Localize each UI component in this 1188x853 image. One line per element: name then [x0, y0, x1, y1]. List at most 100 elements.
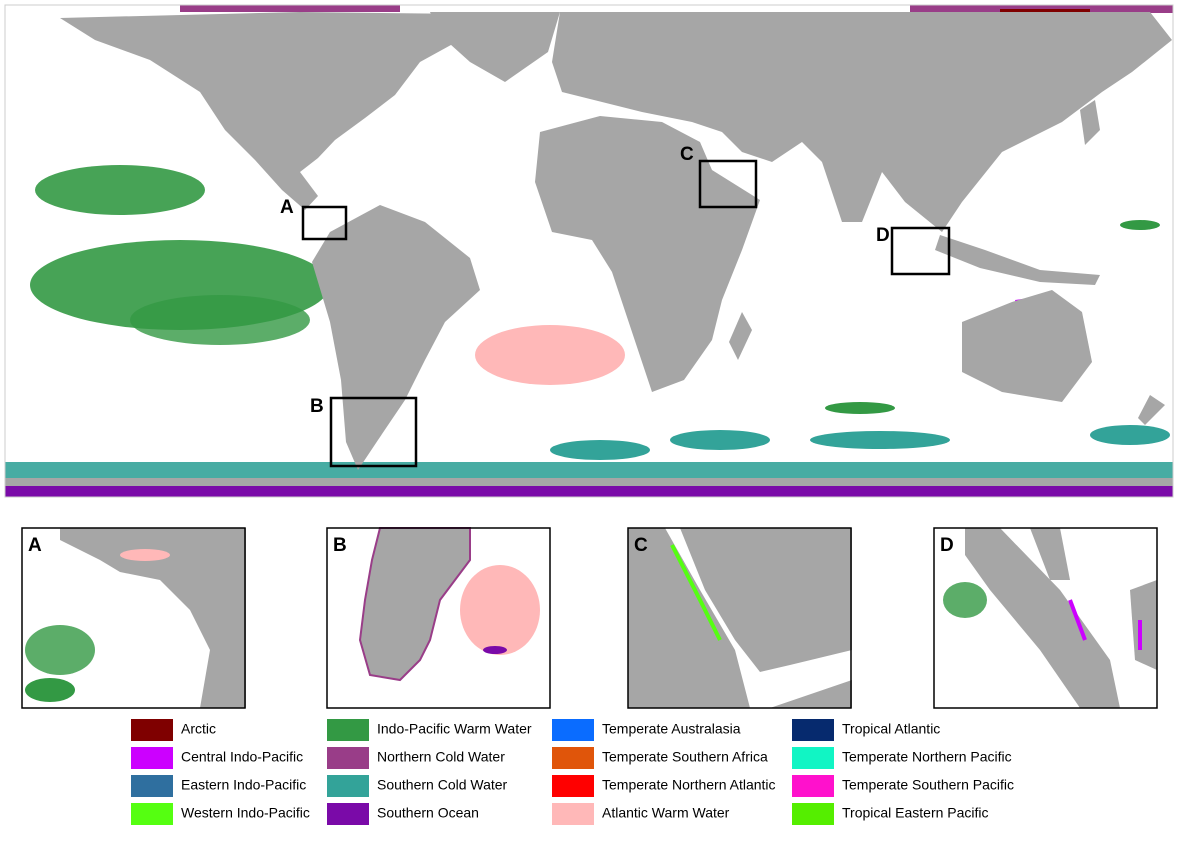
legend-item: Tropical Atlantic: [792, 719, 940, 741]
land: [358, 527, 471, 682]
inset-frame: [627, 527, 852, 709]
legend-swatch: [792, 775, 834, 797]
land: [628, 528, 750, 708]
legend-item: Atlantic Warm Water: [552, 803, 730, 825]
legend-swatch: [552, 775, 594, 797]
land: [60, 528, 246, 708]
map-frame: [4, 4, 1174, 498]
legend-label: Temperate Northern Atlantic: [602, 777, 776, 793]
africa: [535, 116, 760, 392]
inset-frame: [326, 527, 551, 709]
inset-a: [22, 528, 246, 708]
patch: [130, 295, 310, 345]
inset-frame: [933, 527, 1158, 709]
inset-d: [934, 528, 1157, 708]
legend-swatch: [327, 775, 369, 797]
legend-item: Western Indo-Pacific: [131, 803, 310, 825]
region-label: A: [280, 197, 294, 218]
patch: [1068, 599, 1087, 641]
legend-item: Southern Ocean: [327, 803, 479, 825]
region-label: C: [680, 144, 694, 165]
inset-label: D: [940, 535, 954, 556]
indonesia: [935, 235, 1100, 285]
patch: [120, 549, 170, 561]
legend-label: Temperate Southern Africa: [602, 749, 768, 765]
inset-frame: [21, 527, 246, 709]
legend-label: Northern Cold Water: [377, 749, 505, 765]
land: [965, 528, 1120, 708]
legend-item: Temperate Southern Pacific: [792, 775, 1014, 797]
legend-swatch: [792, 719, 834, 741]
legend-item: Southern Cold Water: [327, 775, 508, 797]
legend-label: Southern Ocean: [377, 805, 479, 821]
legend-label: Eastern Indo-Pacific: [181, 777, 306, 793]
legend-swatch: [792, 747, 834, 769]
legend-item: Temperate Northern Atlantic: [552, 775, 776, 797]
patch: [1120, 220, 1160, 230]
region-label: B: [310, 396, 324, 417]
south-america: [312, 205, 480, 470]
patch: [460, 565, 540, 655]
patch: [483, 646, 507, 654]
legend-swatch: [131, 747, 173, 769]
legend-item: Northern Cold Water: [327, 747, 505, 769]
patch: [25, 625, 95, 675]
region-label: D: [876, 225, 890, 246]
legend-swatch: [552, 719, 594, 741]
legend-label: Tropical Eastern Pacific: [842, 805, 989, 821]
patch: [943, 582, 987, 618]
legend-item: Arctic: [131, 719, 216, 741]
legend-item: Central Indo-Pacific: [131, 747, 303, 769]
patch: [25, 678, 75, 702]
legend-swatch: [327, 803, 369, 825]
australia: [962, 290, 1092, 402]
legend-label: Indo-Pacific Warm Water: [377, 721, 532, 737]
patch: [180, 5, 400, 12]
greenland: [430, 12, 560, 82]
legend-label: Temperate Southern Pacific: [842, 777, 1014, 793]
legend-swatch: [327, 747, 369, 769]
legend-item: Temperate Southern Africa: [552, 747, 768, 769]
inset-label: B: [333, 535, 347, 556]
region-box: [698, 159, 758, 209]
antarctica: [5, 478, 1173, 486]
legend-label: Temperate Northern Pacific: [842, 749, 1012, 765]
legend-item: Eastern Indo-Pacific: [131, 775, 306, 797]
land: [1030, 528, 1070, 580]
patch: [550, 440, 650, 460]
legend-label: Arctic: [181, 721, 216, 737]
legend-swatch: [792, 803, 834, 825]
legend-item: Tropical Eastern Pacific: [792, 803, 989, 825]
patch: [670, 544, 722, 641]
legend-label: Temperate Australasia: [602, 721, 741, 737]
inset-c: [628, 528, 852, 708]
legend-label: Tropical Atlantic: [842, 721, 940, 737]
inset-b: [327, 527, 550, 708]
inset-label: A: [28, 535, 42, 556]
legend-label: Atlantic Warm Water: [602, 805, 730, 821]
patch: [825, 402, 895, 414]
legend-item: Temperate Northern Pacific: [792, 747, 1012, 769]
legend-swatch: [552, 747, 594, 769]
legend-swatch: [327, 719, 369, 741]
new-zealand: [1138, 395, 1165, 425]
legend-swatch: [131, 775, 173, 797]
land: [1130, 580, 1157, 670]
patch: [810, 431, 950, 449]
land: [770, 680, 852, 708]
eurasia: [552, 12, 1172, 232]
world-map: [4, 4, 1174, 498]
legend-item: Indo-Pacific Warm Water: [327, 719, 532, 741]
patch: [5, 462, 1173, 482]
region-box: [301, 205, 348, 241]
madagascar: [729, 312, 752, 360]
legend-swatch: [131, 719, 173, 741]
patch: [35, 165, 205, 215]
patch: [670, 430, 770, 450]
legend-swatch: [131, 803, 173, 825]
legend-swatch: [552, 803, 594, 825]
land: [680, 528, 852, 672]
legend-label: Southern Cold Water: [377, 777, 508, 793]
legend-label: Central Indo-Pacific: [181, 749, 303, 765]
